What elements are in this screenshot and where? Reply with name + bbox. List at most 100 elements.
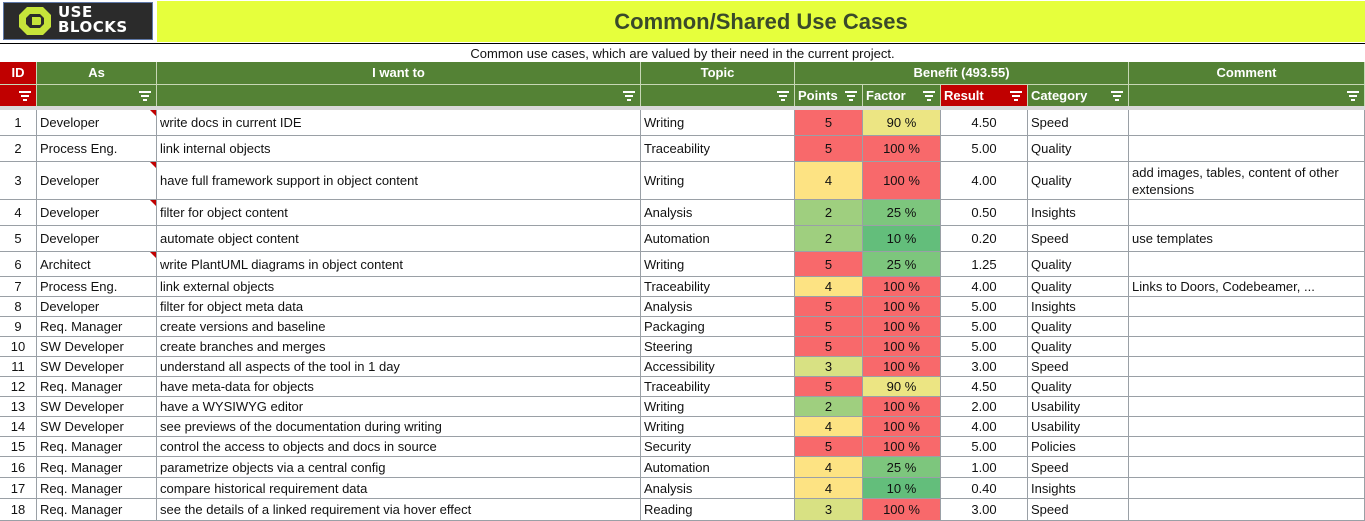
cell-comment[interactable]: Links to Doors, Codebeamer, ... xyxy=(1129,277,1365,296)
filter-icon[interactable] xyxy=(923,89,935,101)
cell-as[interactable]: Process Eng. xyxy=(37,277,157,296)
cell-comment[interactable] xyxy=(1129,457,1365,477)
cell-factor[interactable]: 100 % xyxy=(863,337,941,356)
filter-cell-id[interactable] xyxy=(0,84,37,106)
cell-as[interactable]: SW Developer xyxy=(37,417,157,436)
cell-topic[interactable]: Writing xyxy=(641,417,795,436)
cell-points[interactable]: 2 xyxy=(795,397,863,416)
cell-points[interactable]: 5 xyxy=(795,437,863,456)
cell-comment[interactable] xyxy=(1129,200,1365,225)
cell-as[interactable]: Req. Manager xyxy=(37,457,157,477)
filter-cell-comment[interactable] xyxy=(1129,84,1365,106)
cell-factor[interactable]: 25 % xyxy=(863,252,941,276)
cell-topic[interactable]: Writing xyxy=(641,252,795,276)
cell-category[interactable]: Quality xyxy=(1028,252,1129,276)
cell-factor[interactable]: 100 % xyxy=(863,277,941,296)
cell-topic[interactable]: Steering xyxy=(641,337,795,356)
cell-category[interactable]: Quality xyxy=(1028,136,1129,161)
cell-id[interactable]: 16 xyxy=(0,457,37,477)
cell-want[interactable]: filter for object meta data xyxy=(157,297,641,316)
cell-as[interactable]: Developer xyxy=(37,162,157,199)
cell-points[interactable]: 2 xyxy=(795,226,863,251)
cell-category[interactable]: Quality xyxy=(1028,162,1129,199)
cell-comment[interactable] xyxy=(1129,357,1365,376)
cell-category[interactable]: Usability xyxy=(1028,417,1129,436)
cell-id[interactable]: 1 xyxy=(0,110,37,135)
cell-points[interactable]: 5 xyxy=(795,297,863,316)
cell-id[interactable]: 7 xyxy=(0,277,37,296)
filter-icon[interactable] xyxy=(1010,89,1022,101)
cell-want[interactable]: link internal objects xyxy=(157,136,641,161)
cell-factor[interactable]: 100 % xyxy=(863,499,941,520)
cell-as[interactable]: Req. Manager xyxy=(37,437,157,456)
cell-topic[interactable]: Analysis xyxy=(641,200,795,225)
filter-icon[interactable] xyxy=(777,89,789,101)
cell-topic[interactable]: Traceability xyxy=(641,136,795,161)
cell-id[interactable]: 12 xyxy=(0,377,37,396)
cell-id[interactable]: 18 xyxy=(0,499,37,520)
cell-result[interactable]: 0.50 xyxy=(941,200,1028,225)
cell-points[interactable]: 4 xyxy=(795,417,863,436)
cell-factor[interactable]: 90 % xyxy=(863,377,941,396)
cell-factor[interactable]: 25 % xyxy=(863,457,941,477)
filter-cell-i-want-to[interactable] xyxy=(157,84,641,106)
cell-factor[interactable]: 10 % xyxy=(863,226,941,251)
cell-want[interactable]: link external objects xyxy=(157,277,641,296)
cell-category[interactable]: Insights xyxy=(1028,200,1129,225)
cell-category[interactable]: Insights xyxy=(1028,297,1129,316)
cell-id[interactable]: 13 xyxy=(0,397,37,416)
cell-want[interactable]: write docs in current IDE xyxy=(157,110,641,135)
cell-topic[interactable]: Packaging xyxy=(641,317,795,336)
filter-cell-as[interactable] xyxy=(37,84,157,106)
cell-category[interactable]: Insights xyxy=(1028,478,1129,498)
filter-icon[interactable] xyxy=(1347,89,1359,101)
cell-factor[interactable]: 100 % xyxy=(863,397,941,416)
cell-as[interactable]: Req. Manager xyxy=(37,478,157,498)
cell-id[interactable]: 5 xyxy=(0,226,37,251)
cell-points[interactable]: 5 xyxy=(795,317,863,336)
header-as[interactable]: As xyxy=(37,62,157,84)
cell-points[interactable]: 5 xyxy=(795,377,863,396)
cell-comment[interactable] xyxy=(1129,317,1365,336)
cell-points[interactable]: 5 xyxy=(795,252,863,276)
cell-comment[interactable] xyxy=(1129,478,1365,498)
cell-points[interactable]: 4 xyxy=(795,457,863,477)
cell-points[interactable]: 4 xyxy=(795,478,863,498)
comment-indicator-icon[interactable] xyxy=(150,252,156,258)
cell-points[interactable]: 4 xyxy=(795,277,863,296)
cell-points[interactable]: 5 xyxy=(795,136,863,161)
cell-comment[interactable] xyxy=(1129,252,1365,276)
cell-id[interactable]: 9 xyxy=(0,317,37,336)
cell-category[interactable]: Quality xyxy=(1028,317,1129,336)
cell-as[interactable]: Developer xyxy=(37,226,157,251)
filter-icon[interactable] xyxy=(139,89,151,101)
header-comment[interactable]: Comment xyxy=(1129,62,1365,84)
cell-want[interactable]: see the details of a linked requirement … xyxy=(157,499,641,520)
cell-as[interactable]: Architect xyxy=(37,252,157,276)
cell-result[interactable]: 5.00 xyxy=(941,297,1028,316)
filter-cell-points[interactable]: Points xyxy=(795,84,863,106)
cell-want[interactable]: control the access to objects and docs i… xyxy=(157,437,641,456)
cell-points[interactable]: 5 xyxy=(795,337,863,356)
cell-as[interactable]: Developer xyxy=(37,110,157,135)
cell-as[interactable]: Developer xyxy=(37,297,157,316)
cell-category[interactable]: Quality xyxy=(1028,277,1129,296)
cell-id[interactable]: 11 xyxy=(0,357,37,376)
cell-factor[interactable]: 10 % xyxy=(863,478,941,498)
cell-id[interactable]: 4 xyxy=(0,200,37,225)
cell-result[interactable]: 0.40 xyxy=(941,478,1028,498)
comment-indicator-icon[interactable] xyxy=(150,110,156,116)
cell-comment[interactable] xyxy=(1129,136,1365,161)
comment-indicator-icon[interactable] xyxy=(150,200,156,206)
cell-comment[interactable] xyxy=(1129,110,1365,135)
cell-want[interactable]: compare historical requirement data xyxy=(157,478,641,498)
cell-id[interactable]: 8 xyxy=(0,297,37,316)
cell-as[interactable]: Req. Manager xyxy=(37,317,157,336)
cell-points[interactable]: 4 xyxy=(795,162,863,199)
cell-as[interactable]: Req. Manager xyxy=(37,377,157,396)
cell-topic[interactable]: Security xyxy=(641,437,795,456)
cell-want[interactable]: automate object content xyxy=(157,226,641,251)
cell-comment[interactable] xyxy=(1129,437,1365,456)
cell-as[interactable]: Developer xyxy=(37,200,157,225)
comment-indicator-icon[interactable] xyxy=(150,162,156,168)
